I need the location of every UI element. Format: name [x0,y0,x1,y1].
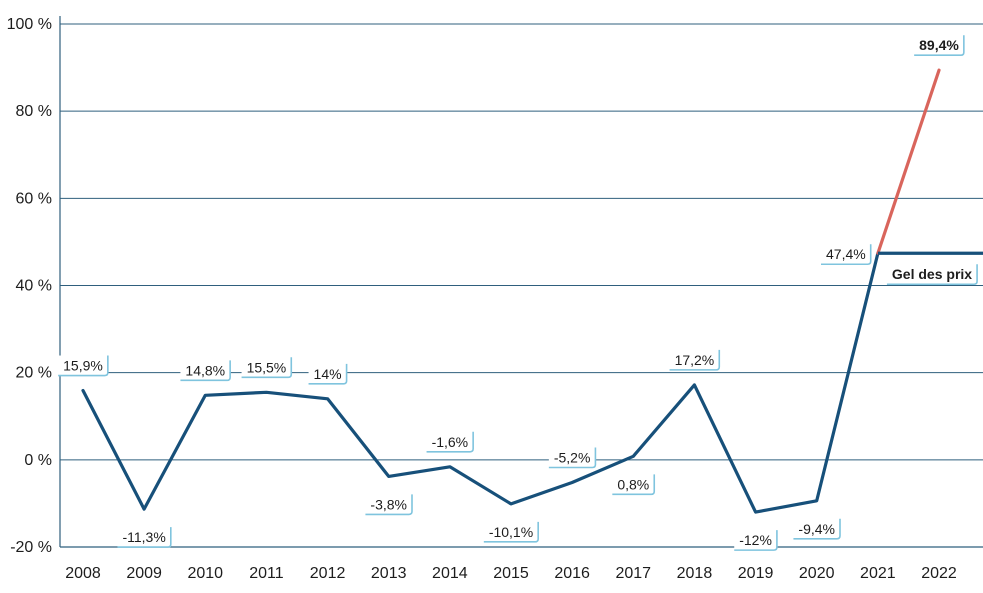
data-label: 89,4% [914,35,965,56]
data-label-text: -1,6% [432,434,469,450]
data-label: 15,9% [58,355,109,377]
series-line-without_freeze [876,68,941,255]
data-label-text: 14,8% [185,362,225,378]
data-label: 14,8% [180,360,231,382]
x-tick-label: 2012 [310,565,346,582]
x-tick-label: 2011 [249,565,284,582]
x-tick-label: 2020 [799,565,835,582]
x-tick-label: 2016 [554,565,590,582]
data-label-text: 17,2% [675,352,715,368]
data-label: 47,4% [821,244,872,266]
y-tick-label: 60 % [16,190,52,207]
data-label-text: Gel des prix [892,266,972,282]
data-label-text: -12% [739,532,772,548]
y-tick-label: 20 % [16,365,52,382]
y-tick-label: 80 % [16,103,52,120]
data-label: -10,1% [483,521,539,543]
x-tick-label: 2009 [126,565,162,582]
data-label: 0,8% [612,474,656,496]
data-label: -11,3% [117,527,172,548]
data-label: 14% [308,363,348,385]
y-tick-label: -20 % [10,539,52,556]
x-tick-label: 2021 [860,565,896,582]
x-tick-label: 2008 [65,565,101,582]
x-tick-label: 2018 [677,565,713,582]
data-label: -3,8% [365,494,413,516]
data-label: -1,6% [426,431,474,453]
x-tick-label: 2014 [432,565,468,582]
data-label-text: -3,8% [370,496,407,512]
data-label-text: 0,8% [617,476,649,492]
data-label: 15,5% [241,357,293,379]
data-label-text: 89,4% [919,37,959,53]
data-label-text: -5,2% [554,449,591,465]
x-tick-label: 2019 [738,565,774,582]
x-tick-label: 2022 [921,565,957,582]
data-label-text: -11,3% [122,529,165,545]
data-label-text: 14% [314,366,342,382]
y-tick-label: 40 % [16,278,52,295]
x-tick-label: 2010 [187,565,223,582]
data-label: -12% [734,530,778,551]
y-tick-label: 100 % [7,16,52,33]
data-label-text: 47,4% [826,246,866,262]
data-label-text: 15,5% [247,359,287,375]
x-tick-label: 2013 [371,565,407,582]
x-tick-label: 2015 [493,565,529,582]
data-label-text: -10,1% [489,524,533,540]
series-line-main [81,251,880,514]
data-label: -9,4% [793,518,841,540]
freeze-label: Gel des prix [886,264,978,286]
data-label-text: -9,4% [798,521,835,537]
data-label: -5,2% [548,447,597,469]
data-label-text: 15,9% [63,358,103,374]
data-label: 17,2% [669,349,721,371]
x-tick-label: 2017 [615,565,651,582]
y-tick-label: 0 % [24,452,52,469]
